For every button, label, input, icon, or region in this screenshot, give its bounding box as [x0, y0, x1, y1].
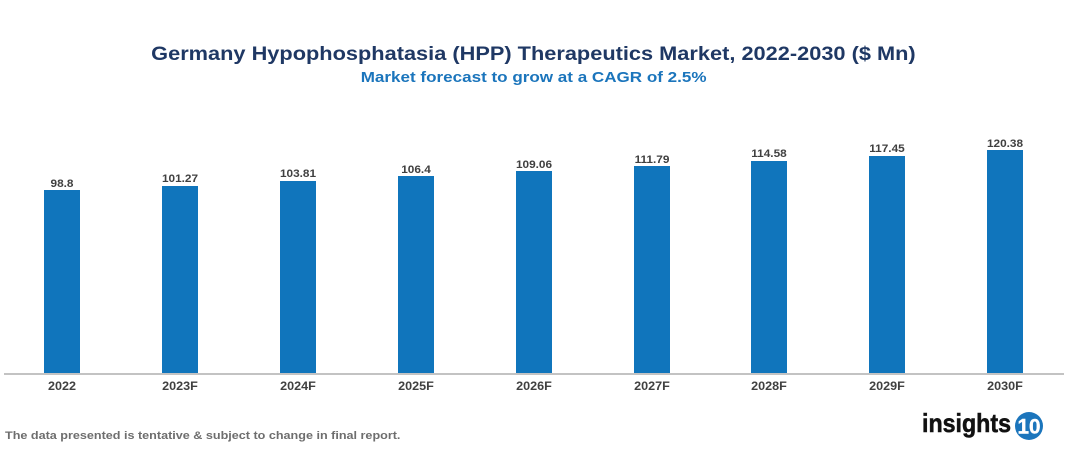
svg-text:10: 10	[1018, 416, 1041, 439]
svg-text:insights: insights	[922, 408, 1011, 438]
